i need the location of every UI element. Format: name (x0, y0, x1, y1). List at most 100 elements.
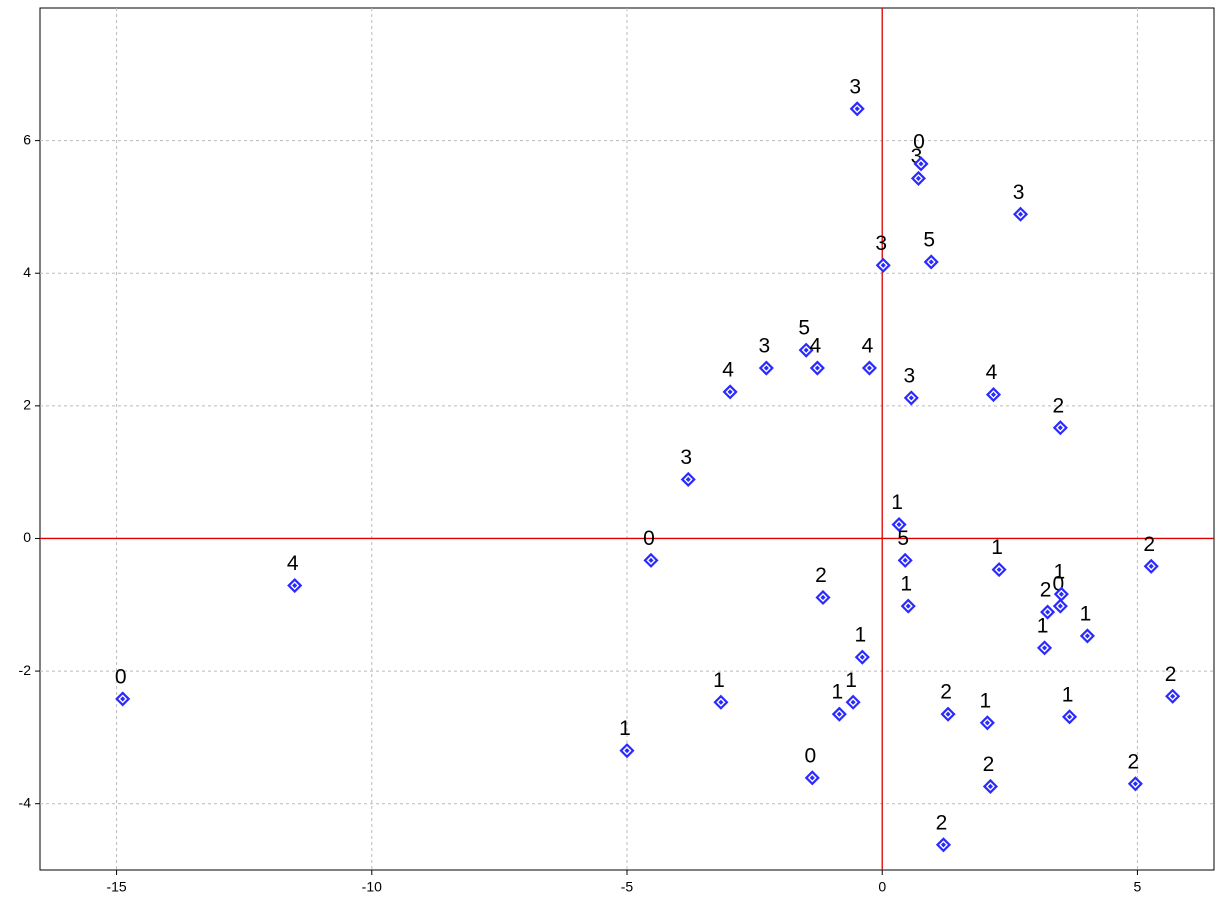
point-core (902, 557, 908, 563)
point-label: 1 (991, 536, 1003, 559)
point-core (1132, 781, 1138, 787)
point (849, 101, 865, 117)
point-label: 2 (936, 811, 948, 834)
point-label: 5 (798, 317, 810, 340)
point (643, 552, 659, 568)
point-core (1067, 714, 1073, 720)
point (758, 360, 774, 376)
point-label: 0 (1053, 573, 1065, 596)
point (804, 770, 820, 786)
point-label: 4 (862, 335, 874, 358)
point-label: 1 (845, 669, 857, 692)
point-core (1057, 603, 1063, 609)
point (897, 552, 913, 568)
point (722, 384, 738, 400)
x-tick-label: -5 (621, 879, 634, 895)
point-label: 1 (1054, 561, 1066, 584)
point (1165, 688, 1181, 704)
point-label: 2 (1040, 579, 1052, 602)
point-label: 1 (980, 689, 992, 712)
point (287, 577, 303, 594)
x-tick-label: 5 (1134, 879, 1142, 895)
point (979, 715, 995, 731)
point (900, 598, 916, 614)
point-core (836, 711, 842, 717)
y-tick-label: -4 (19, 794, 32, 810)
point-label: 4 (287, 552, 299, 575)
point (903, 390, 919, 406)
point-label: 3 (759, 335, 771, 358)
point-label: 2 (815, 564, 827, 587)
point-label: 2 (1143, 533, 1155, 556)
point (1127, 776, 1143, 792)
point-label: 1 (854, 624, 866, 647)
point-label: 0 (913, 130, 925, 153)
point-label: 1 (1062, 683, 1074, 706)
point-label: 1 (831, 681, 843, 704)
point-core (1057, 425, 1063, 431)
point (861, 360, 878, 376)
point-label: 1 (891, 491, 903, 514)
point (845, 694, 861, 710)
point-core (820, 594, 826, 601)
point (891, 516, 907, 533)
point (831, 706, 847, 722)
point (1012, 206, 1029, 222)
y-tick-label: 4 (23, 264, 31, 280)
point (798, 342, 814, 358)
x-tick-label: 0 (878, 879, 886, 895)
point (713, 694, 729, 710)
point-label: 5 (897, 527, 909, 550)
point-label: 2 (940, 681, 952, 704)
point-core (866, 365, 873, 371)
point (680, 471, 696, 488)
point (940, 706, 956, 722)
point (1036, 640, 1053, 656)
point-label: 3 (680, 446, 692, 469)
point-label: 3 (849, 75, 861, 98)
x-tick-label: -15 (106, 879, 126, 895)
point-core (648, 557, 654, 563)
point (1052, 598, 1068, 614)
point-label: 0 (115, 665, 127, 688)
point (1143, 558, 1159, 574)
point-label: 3 (1013, 181, 1025, 204)
point (619, 743, 635, 759)
x-tick-label: -10 (362, 879, 382, 895)
point-core (945, 711, 951, 717)
point-core (718, 699, 724, 705)
point-label: 3 (903, 364, 915, 387)
point-label: 5 (923, 229, 935, 252)
point (1079, 628, 1095, 644)
point-label: 1 (619, 717, 631, 740)
point-label: 1 (1037, 614, 1049, 637)
point-label: 3 (911, 145, 923, 168)
point-core (292, 582, 298, 589)
point-label: 2 (1165, 663, 1177, 686)
point-label: 1 (713, 669, 725, 692)
point (913, 156, 929, 172)
point (982, 778, 998, 795)
point (854, 649, 870, 665)
point (1053, 586, 1069, 602)
point (1040, 604, 1056, 620)
point-core (1084, 633, 1090, 639)
point-label: 0 (643, 527, 655, 550)
point (1061, 709, 1078, 725)
point (815, 589, 831, 606)
y-tick-label: 0 (23, 529, 31, 545)
point (115, 691, 131, 707)
point-core (1045, 609, 1051, 615)
y-tick-label: 6 (23, 131, 31, 147)
point-core (984, 720, 990, 726)
point (910, 170, 927, 186)
y-tick-label: 2 (23, 397, 31, 413)
point-label: 4 (986, 361, 998, 384)
point-core (905, 603, 911, 609)
point-label: 1 (900, 573, 912, 596)
point (985, 387, 1002, 403)
point-label: 1 (1080, 602, 1092, 625)
point-core (1058, 591, 1064, 597)
point-label: 2 (1128, 750, 1140, 773)
